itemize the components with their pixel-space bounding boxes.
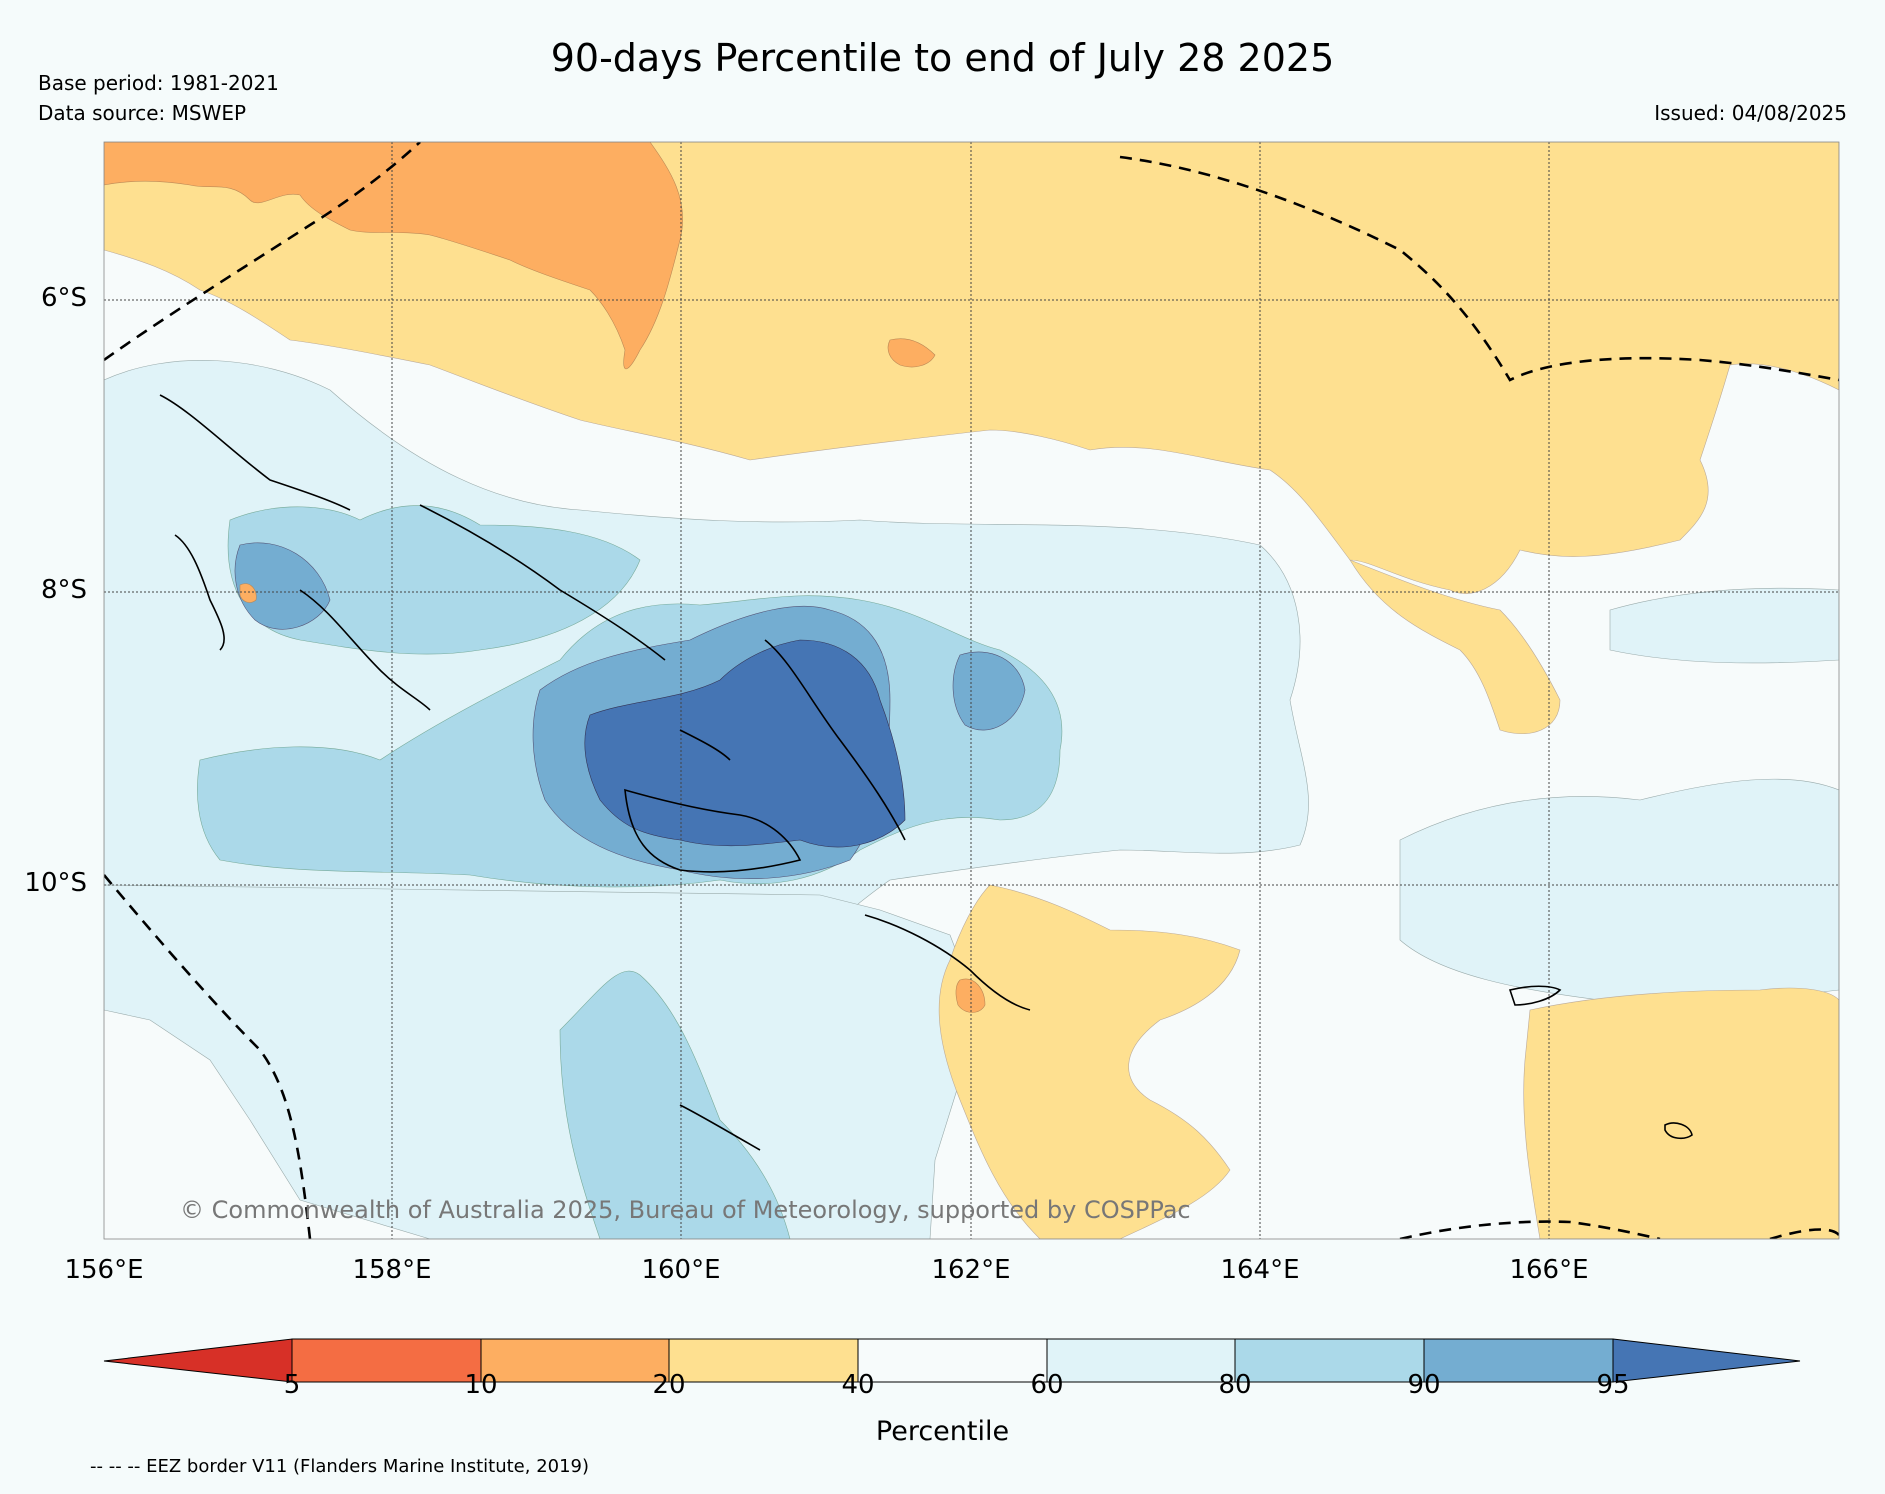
region-10-20-patch-3 [239, 583, 257, 603]
coastline-santa-isabel [419, 504, 666, 661]
coastline-malaita [764, 639, 906, 841]
page-title: 90-days Percentile to end of July 28 202… [550, 36, 1335, 80]
colorbar-segment-60-80 [1046, 1338, 1236, 1383]
region-20-40-southeast [1523, 987, 1839, 1239]
lat-label-8s: 8°S [40, 575, 87, 605]
coastline-rennell [679, 1104, 761, 1151]
region-20-40-south-center [938, 884, 1241, 1239]
colorbar-tick-10: 10 [464, 1370, 498, 1400]
lon-label-162e: 162°E [931, 1255, 1011, 1285]
colorbar-segment-5-10 [291, 1338, 482, 1383]
lat-label-10s: 10°S [24, 868, 87, 898]
map-frame [103, 141, 1840, 1240]
colorbar-segment-80-90 [1234, 1338, 1425, 1383]
coastline-santa-cruz-islet [1664, 1122, 1693, 1140]
eez-legend-note: -- -- -- EEZ border V11 (Flanders Marine… [90, 1456, 590, 1477]
colorbar-tick-90: 90 [1407, 1370, 1441, 1400]
colorbar-title: Percentile [875, 1416, 1010, 1447]
colorbar-segment-90-95 [1423, 1338, 1614, 1383]
lon-label-166e: 166°E [1509, 1255, 1589, 1285]
coastline-santa-cruz [1508, 985, 1562, 1006]
region-10-20-north [104, 142, 683, 370]
coastline-nggela [679, 729, 731, 761]
colorbar-tick-60: 60 [1030, 1370, 1064, 1400]
colorbar-tick-20: 20 [652, 1370, 686, 1400]
issued-date-text: Issued: 04/08/2025 [1654, 101, 1847, 125]
lon-label-158e: 158°E [352, 1255, 432, 1285]
coastline-new-georgia [299, 589, 431, 711]
copyright-text: © Commonwealth of Australia 2025, Bureau… [180, 1196, 1191, 1224]
region-20-40-east [1349, 559, 1561, 734]
colorbar-above-95-triangle [1612, 1338, 1801, 1383]
colorbar-below-5-triangle [103, 1338, 293, 1383]
colorbar-segment-10-20 [480, 1338, 670, 1383]
lat-label-6s: 6°S [40, 283, 87, 313]
colorbar-segment-40-60 [857, 1338, 1048, 1383]
colorbar-tick-95: 95 [1596, 1370, 1630, 1400]
colorbar-segment-20-40 [668, 1338, 859, 1383]
colorbar-tick-40: 40 [841, 1370, 875, 1400]
colorbar [103, 1338, 1801, 1383]
graticule [104, 142, 1839, 1239]
lon-label-164e: 164°E [1220, 1255, 1300, 1285]
coastline-makira [864, 914, 1031, 1011]
region-above-95 [584, 639, 906, 848]
region-60-80-northeast [1609, 587, 1839, 664]
percentile-field [104, 142, 1839, 1239]
region-60-80-south [104, 884, 976, 1239]
base-period-text: Base period: 1981-2021 [38, 71, 279, 95]
colorbar-tick-5: 5 [283, 1370, 301, 1400]
region-90-95-bougainville [234, 542, 331, 630]
region-10-20-patch-2 [955, 978, 986, 1013]
coastline-choiseul-isabel [159, 394, 351, 511]
data-source-text: Data source: MSWEP [38, 101, 247, 125]
coastline-guadalcanal [624, 788, 802, 873]
eez-borders [104, 142, 1839, 1239]
coastline-bougainville [174, 534, 225, 651]
coastlines [159, 394, 1693, 1151]
region-80-90-south-plume [559, 970, 791, 1239]
lon-label-156e: 156°E [64, 1255, 144, 1285]
colorbar-tick-80: 80 [1218, 1370, 1252, 1400]
region-10-20-patch-1 [887, 338, 936, 368]
lon-label-160e: 160°E [641, 1255, 721, 1285]
